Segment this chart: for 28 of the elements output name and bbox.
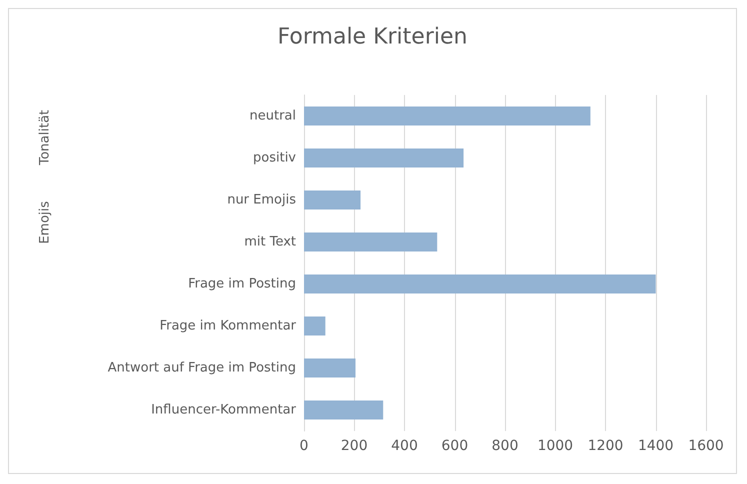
y-tick-label: Frage im Kommentar (160, 318, 297, 334)
bar (304, 232, 438, 252)
bar (304, 148, 464, 168)
x-tick-label: 1600 (688, 438, 724, 454)
y-tick-label: Influencer-Kommentar (151, 402, 297, 418)
bar (304, 400, 384, 420)
x-tick-label: 0 (300, 438, 308, 454)
x-tick-label: 800 (492, 438, 518, 454)
chart-title: Formale Kriterien (278, 24, 468, 50)
x-tick-label: 200 (340, 438, 368, 454)
bar (304, 190, 361, 210)
bar (304, 358, 356, 378)
x-tick-label: 600 (441, 438, 468, 454)
bar (304, 316, 326, 336)
x-tick-label: 1400 (638, 438, 674, 454)
y-tick-label: Antwort auf Frage im Posting (108, 360, 296, 376)
y-tick-label: positiv (253, 150, 296, 166)
text: Tonalität (38, 110, 52, 166)
x-tick-label: 1200 (588, 438, 624, 454)
text: Emojis (38, 200, 52, 244)
y-tick-label: Frage im Posting (188, 276, 296, 292)
x-tick-label: 400 (391, 438, 418, 454)
x-tick-label: 1000 (537, 438, 574, 454)
y-tick-label: neutral (250, 108, 296, 124)
bar (304, 106, 590, 126)
y-tick-label: mit Text (244, 234, 296, 250)
y-tick-label: nur Emojis (227, 192, 296, 208)
bar (304, 274, 656, 294)
